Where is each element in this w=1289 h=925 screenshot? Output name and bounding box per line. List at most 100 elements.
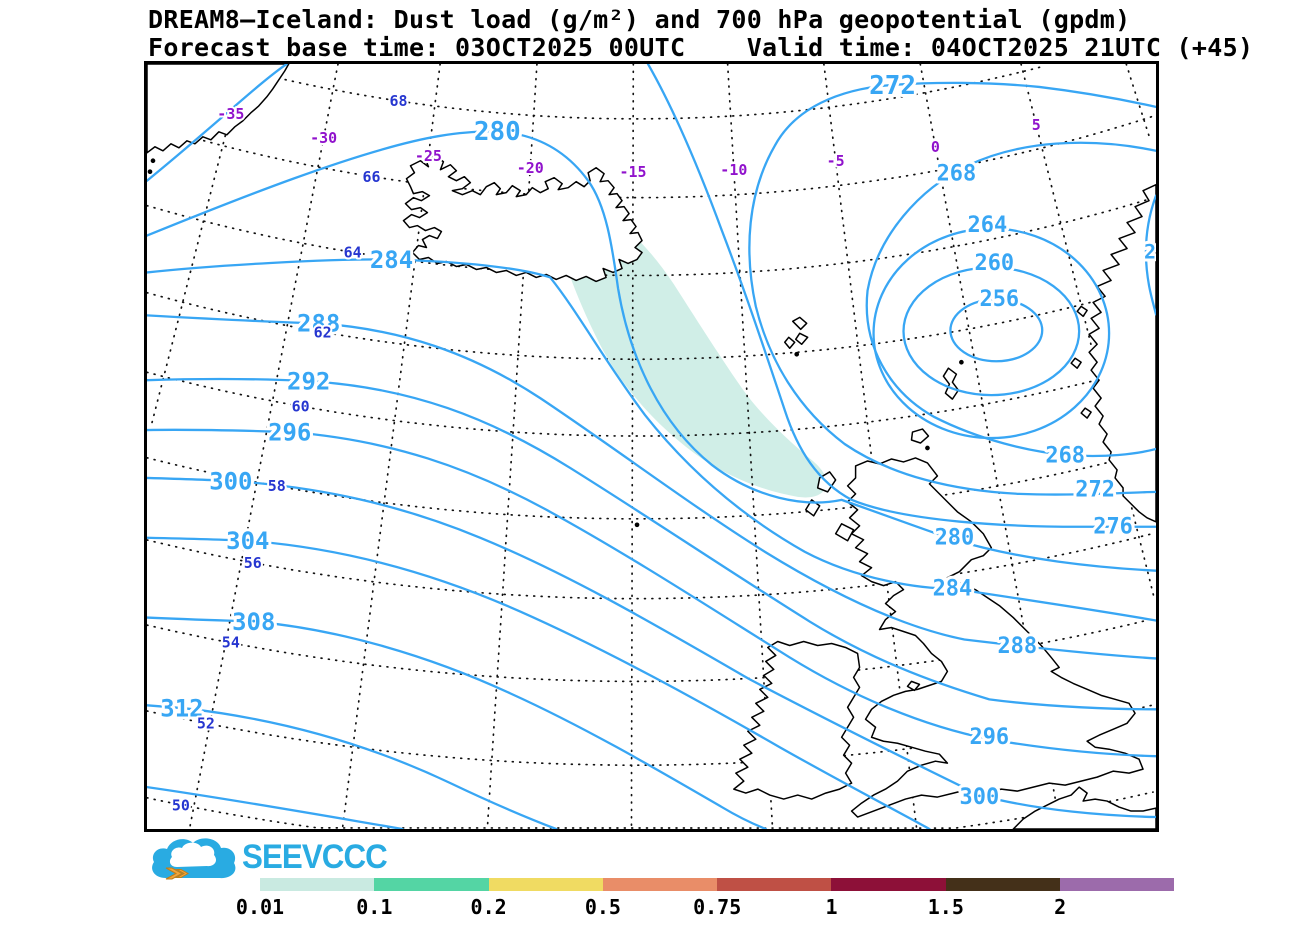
graticule-parallel xyxy=(147,115,1154,199)
islet xyxy=(794,351,800,357)
contour-line-closed xyxy=(902,266,1081,397)
coastline xyxy=(402,155,643,283)
contour-label-text: 276 xyxy=(1093,514,1133,539)
colorbar-segment-0.1 xyxy=(374,878,489,891)
contour-line xyxy=(147,130,1156,572)
graticule-parallel xyxy=(147,791,1154,829)
graticule-meridian xyxy=(1125,64,1152,142)
dust-patch xyxy=(493,212,827,498)
longitude-label-text: 5 xyxy=(1032,116,1041,134)
colorbar-segment-0.75 xyxy=(717,878,832,891)
graticule-meridian xyxy=(188,64,339,829)
contour-label-text: 268 xyxy=(1045,444,1085,469)
contour-label-text: 264 xyxy=(968,213,1008,238)
coastline xyxy=(794,332,809,346)
colorbar-segment-0.5 xyxy=(602,878,718,891)
colorbar-segment-2 xyxy=(1060,878,1175,891)
contour-line xyxy=(147,476,1156,819)
latitude-label-text: 54 xyxy=(222,634,240,652)
islet xyxy=(959,359,964,365)
contour-line xyxy=(1144,194,1156,316)
contour-line xyxy=(748,81,1156,496)
islet xyxy=(147,169,153,175)
colorbar-tick: 0.01 xyxy=(235,895,285,919)
latitude-label-text: 64 xyxy=(344,244,362,262)
coastline xyxy=(1088,183,1156,523)
colorbar-tick: 1 xyxy=(825,895,838,919)
contour-line-closed xyxy=(872,227,1111,440)
coastline xyxy=(910,428,930,444)
dust-load-colorbar xyxy=(260,878,1175,891)
coastline xyxy=(783,336,796,350)
graticule-parallel xyxy=(226,64,1047,120)
coastline xyxy=(804,499,821,517)
coastline xyxy=(1070,357,1082,369)
longitude-label-text: -10 xyxy=(720,161,747,179)
longitude-label-text: -20 xyxy=(517,159,544,177)
coastline xyxy=(1012,786,1156,829)
contour-label-text: 292 xyxy=(287,368,330,396)
coastline xyxy=(834,523,855,542)
weather-map: 2802722682642602562842882922963003043083… xyxy=(147,64,1156,829)
contour-line xyxy=(147,314,1156,660)
contour-line xyxy=(147,377,1156,711)
contour-label-text: 296 xyxy=(268,418,311,446)
colorbar-tick: 2 xyxy=(1054,895,1067,919)
contour-label-text: 304 xyxy=(226,527,269,555)
longitude-label-text: -30 xyxy=(310,129,337,147)
contour-label-text: 284 xyxy=(370,246,413,274)
contour-label-text: 272 xyxy=(869,71,916,101)
latitude-label: 68 66 64 62 60 58 56 54 52 50 xyxy=(170,90,410,816)
coastline xyxy=(846,457,1144,818)
latitude-label-text: 62 xyxy=(314,324,332,342)
graticule-meridian xyxy=(726,64,774,829)
contour-label-text: 260 xyxy=(975,251,1015,276)
latitude-label-text: 50 xyxy=(172,796,190,814)
colorbar-tick: 1.5 xyxy=(927,895,964,919)
graticule-parallel xyxy=(147,284,1154,361)
coastline xyxy=(942,367,960,400)
contour-label-text: 288 xyxy=(997,634,1037,659)
coastline xyxy=(1076,305,1088,318)
longitude-label-text: -25 xyxy=(415,147,442,165)
islet xyxy=(925,445,930,451)
contour-label-text: 296 xyxy=(970,725,1010,750)
contour-label-text: 312 xyxy=(160,695,203,723)
longitude-label-text: 0 xyxy=(931,138,940,156)
latitude-label-text: 68 xyxy=(389,92,407,110)
colorbar-segment-0.2 xyxy=(488,878,603,891)
contour-line xyxy=(147,536,931,829)
longitude-label: -35 -30 -25 -20 -15 -10 -5 0 5 xyxy=(215,103,1042,183)
graticule-parallel xyxy=(147,197,1154,277)
coastline xyxy=(791,316,808,331)
colorbar-tick: 0.1 xyxy=(356,895,393,919)
contour-line-closed xyxy=(949,298,1044,363)
contour-label-text: 2 xyxy=(1144,239,1156,263)
latitude-label-text: 52 xyxy=(197,715,215,733)
contour-label-text: 280 xyxy=(935,525,975,550)
graticule-parallel xyxy=(147,704,1154,767)
contour-line xyxy=(147,64,288,182)
cloud-logo-icon xyxy=(152,838,236,880)
forecast-time-subtitle: Forecast base time: 03OCT2025 00UTC Vali… xyxy=(148,33,1254,62)
graticule-parallel xyxy=(147,618,1154,683)
graticule-meridian xyxy=(486,64,538,829)
colorbar-tick: 0.2 xyxy=(470,895,507,919)
latitude-label-text: 56 xyxy=(244,554,262,572)
contour-label-text: 284 xyxy=(933,576,973,601)
islet xyxy=(634,522,640,528)
map-frame: 280 272 268 264 260 256 284 288 292 296 300 304 308 3… xyxy=(144,61,1159,832)
graticule xyxy=(147,64,1156,829)
coastline xyxy=(906,680,921,692)
contour-label-text: 308 xyxy=(232,608,275,636)
logo-wordmark: SEEVCCC xyxy=(242,838,388,876)
contour-label-text: 300 xyxy=(960,785,1000,810)
geopotential-contours xyxy=(147,64,1156,829)
contour-line xyxy=(147,616,767,829)
graticule-parallel xyxy=(147,450,1154,520)
contour-label-text: 256 xyxy=(979,287,1019,312)
contour-line xyxy=(865,141,1156,458)
latitude-label-text: 66 xyxy=(363,168,381,186)
coastline xyxy=(147,64,290,154)
colorbar-tick: 0.5 xyxy=(584,895,621,919)
